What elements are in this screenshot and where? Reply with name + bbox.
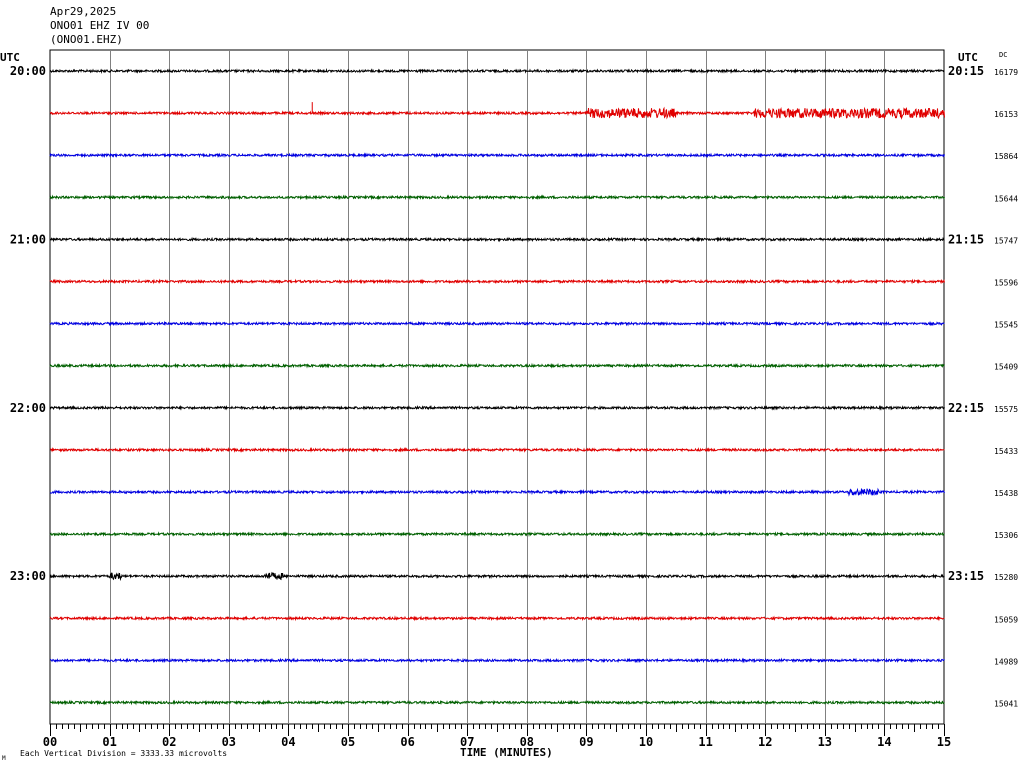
dc-value: 15864: [994, 152, 1018, 161]
right-time-label: 23:15: [948, 569, 984, 583]
x-tick-label: 08: [520, 735, 534, 749]
trace-row-7: [49, 362, 945, 369]
plot-frame: [49, 49, 945, 725]
trace-row-12: [49, 571, 945, 582]
trace-group: [49, 67, 945, 706]
utc-right-label: UTC: [958, 51, 978, 64]
trace-row-14: [49, 657, 945, 664]
station-code: (ONO01.EHZ): [50, 33, 123, 46]
trace-row-3: [49, 194, 945, 201]
left-time-label: 23:00: [10, 569, 46, 583]
x-tick-label: 02: [162, 735, 176, 749]
x-tick-label: 13: [818, 735, 832, 749]
right-time-label: 21:15: [948, 232, 984, 246]
chart-date: Apr29,2025: [50, 5, 117, 18]
dc-label: DC: [999, 51, 1007, 59]
x-tick-label: 14: [877, 735, 891, 749]
dc-value: 15596: [994, 279, 1018, 288]
trace-row-11: [49, 531, 945, 538]
x-tick-label: 03: [222, 735, 236, 749]
left-time-label: 20:00: [10, 64, 46, 78]
dc-value: 15306: [994, 531, 1018, 540]
corner-mark: M: [2, 755, 6, 762]
x-tick-label: 10: [639, 735, 653, 749]
trace-row-5: [49, 278, 945, 285]
station-line: ONO01 EHZ IV 00: [50, 19, 150, 32]
x-tick-label: 12: [758, 735, 772, 749]
grid-lines: [49, 49, 945, 725]
dc-value: 15545: [994, 321, 1018, 330]
x-tick-label: 05: [341, 735, 355, 749]
dc-value: 15438: [994, 489, 1018, 498]
dc-value: 14989: [994, 657, 1018, 666]
right-time-label: 20:15: [948, 64, 984, 78]
x-tick-label: 00: [43, 735, 57, 749]
trace-row-4: [49, 236, 945, 243]
trace-row-0: [49, 67, 945, 74]
trace-row-13: [49, 615, 945, 622]
dc-value: 16153: [994, 110, 1018, 119]
x-axis: 00 01 02 03 04 05 06 07 08 09 10 11 12 13 14 15: [43, 724, 951, 749]
x-tick-label: 04: [281, 735, 295, 749]
dc-value: 15433: [994, 447, 1018, 456]
x-tick-label: 07: [460, 735, 474, 749]
dc-value: 15041: [994, 700, 1018, 709]
x-tick-label: 01: [102, 735, 116, 749]
dc-value: 15280: [994, 573, 1018, 582]
dc-value: 15409: [994, 363, 1018, 372]
dc-value: 15575: [994, 405, 1018, 414]
dc-value: 15059: [994, 615, 1018, 624]
trace-row-10: [49, 487, 945, 497]
scale-note: Each Vertical Division = 3333.33 microvo…: [20, 749, 227, 758]
utc-left-label: UTC: [0, 51, 20, 64]
trace-row-9: [49, 446, 945, 453]
x-tick-label: 11: [698, 735, 712, 749]
left-time-label: 22:00: [10, 401, 46, 415]
trace-row-6: [49, 320, 945, 327]
x-tick-label: 06: [400, 735, 414, 749]
left-time-label: 21:00: [10, 232, 46, 246]
x-tick-label: 09: [579, 735, 593, 749]
x-axis-title: TIME (MINUTES): [460, 746, 553, 759]
dc-value: 16179: [994, 68, 1018, 77]
trace-row-2: [49, 152, 945, 159]
trace-row-15: [49, 699, 945, 706]
dc-value: 15644: [994, 194, 1018, 203]
dc-value: 15747: [994, 236, 1018, 245]
trace-row-1: [49, 106, 945, 120]
x-tick-label: 15: [937, 735, 951, 749]
trace-row-8: [49, 404, 945, 411]
time-labels: 20:00 21:00 22:00 23:00 20:15 21:15 22:15 23:15…: [10, 64, 1018, 709]
right-time-label: 22:15: [948, 401, 984, 415]
